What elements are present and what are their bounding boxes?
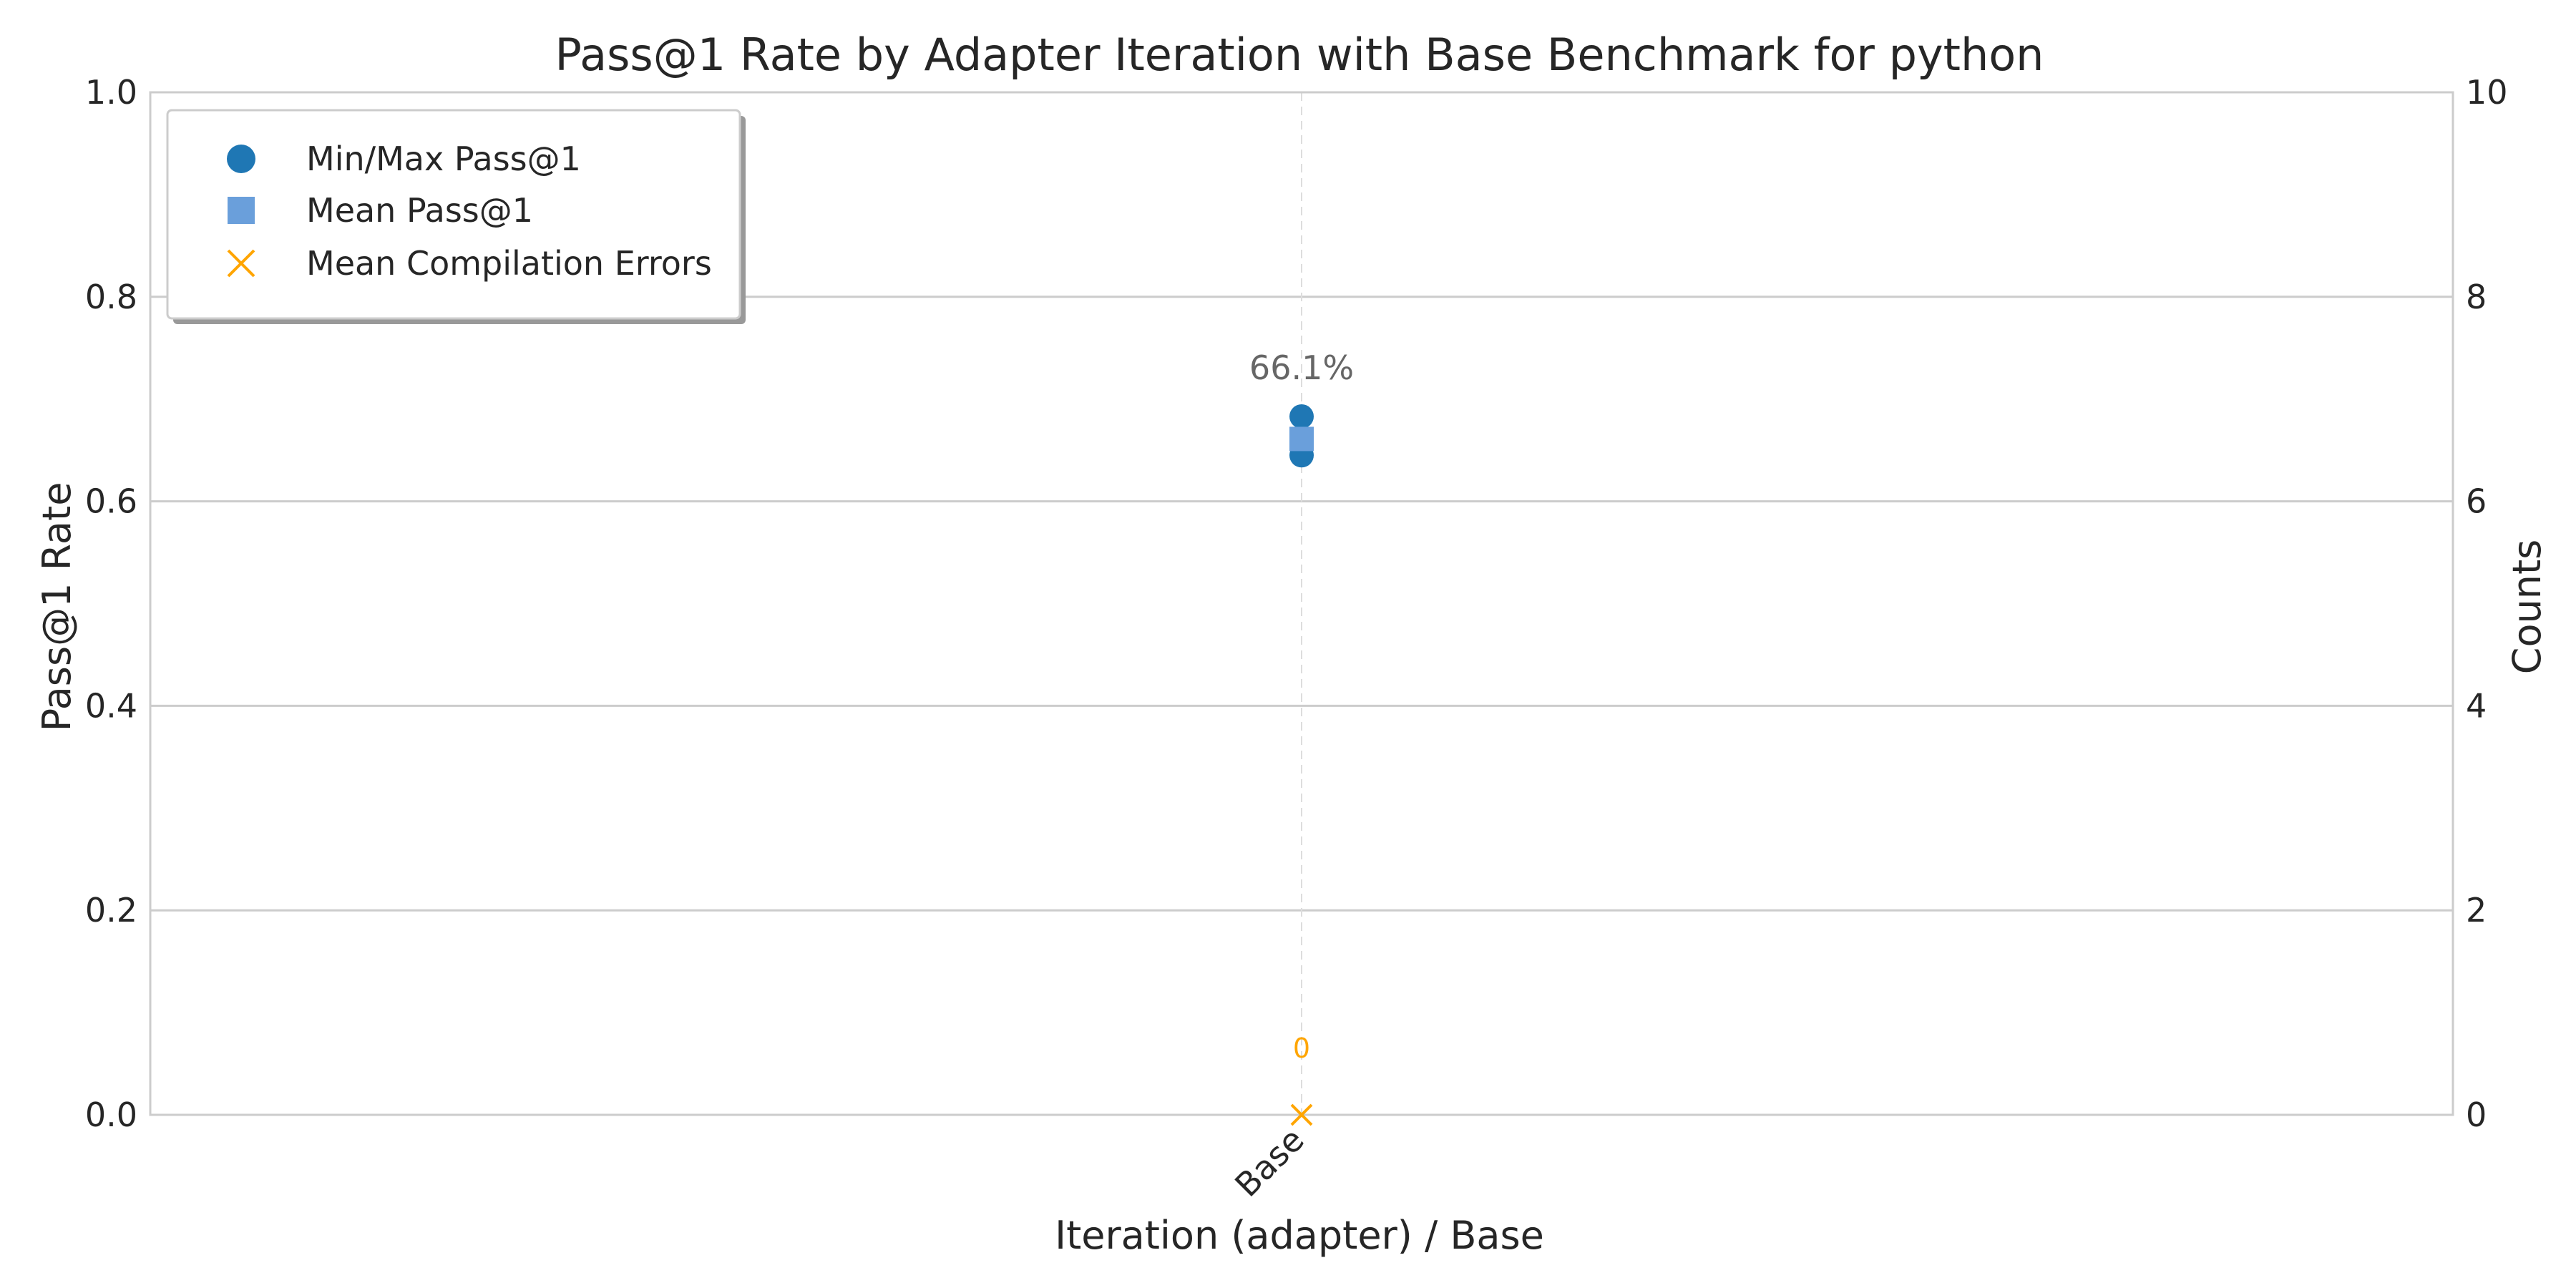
mean-point bbox=[1289, 426, 1314, 452]
y2-tick-label: 2 bbox=[2466, 891, 2487, 930]
legend-circle-marker bbox=[227, 145, 255, 173]
minmax-point bbox=[1289, 404, 1314, 429]
y2-tick-label: 8 bbox=[2466, 278, 2487, 316]
y2-axis-label: Counts bbox=[2504, 540, 2550, 675]
legend-label-mean: Mean Pass@1 bbox=[306, 191, 533, 230]
legend-box bbox=[166, 109, 741, 320]
y-axis-label: Pass@1 Rate bbox=[34, 482, 79, 732]
y-tick-label: 0.8 bbox=[85, 278, 137, 316]
x-tick-label: Base bbox=[1227, 1121, 1311, 1204]
legend-label-errors: Mean Compilation Errors bbox=[306, 244, 712, 283]
legend-square-marker bbox=[228, 197, 255, 224]
pass-rate-annotation: 66.1% bbox=[1249, 348, 1354, 387]
legend-label-minmax: Min/Max Pass@1 bbox=[306, 140, 581, 178]
x-axis-label: Iteration (adapter) / Base bbox=[1055, 1213, 1544, 1258]
y-tick-label: 0.0 bbox=[85, 1096, 137, 1134]
y-tick-label: 1.0 bbox=[85, 73, 137, 112]
marks-layer: 66.1% 0 bbox=[1249, 348, 1354, 1126]
chart-title: Pass@1 Rate by Adapter Iteration with Ba… bbox=[555, 29, 2044, 81]
y2-tick-label: 6 bbox=[2466, 482, 2487, 521]
compilation-error-point bbox=[1290, 1103, 1313, 1126]
legend-x-marker bbox=[227, 249, 255, 278]
y-tick-label: 0.6 bbox=[85, 482, 137, 521]
y2-tick-label: 4 bbox=[2466, 686, 2487, 725]
y-tick-label: 0.2 bbox=[85, 891, 137, 930]
legend: Min/Max Pass@1 Mean Pass@1 Mean Compilat… bbox=[166, 109, 746, 324]
y2-tick-label: 10 bbox=[2466, 73, 2508, 112]
y-tick-label: 0.4 bbox=[85, 686, 137, 725]
error-count-annotation: 0 bbox=[1293, 1033, 1310, 1064]
y2-tick-label: 0 bbox=[2466, 1096, 2487, 1134]
